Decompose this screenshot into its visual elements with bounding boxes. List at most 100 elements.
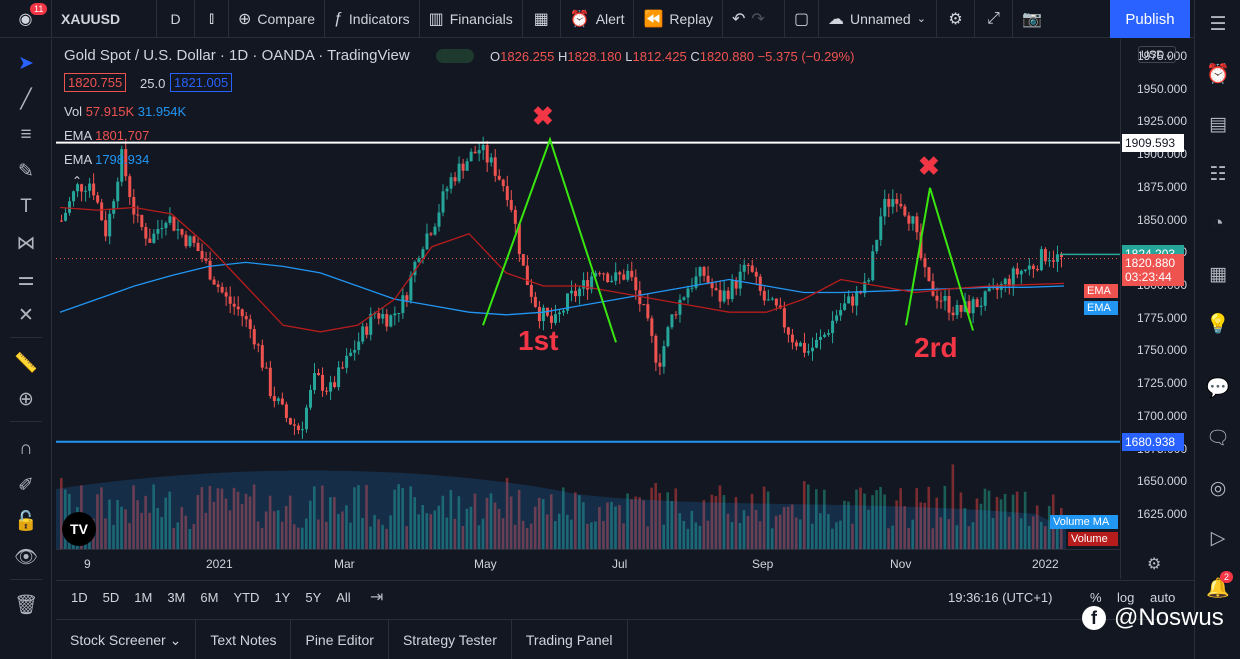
remove-icon[interactable]: ✕: [18, 304, 34, 326]
range-button-6m[interactable]: 6M: [200, 590, 219, 605]
goto-date-icon[interactable]: ⇥: [370, 589, 384, 606]
fib-icon[interactable]: ≡: [20, 124, 32, 145]
calendar-icon[interactable]: ▦: [1209, 263, 1227, 285]
financials-button[interactable]: ▥ Financials: [420, 0, 523, 38]
text-icon[interactable]: T: [20, 196, 32, 217]
compare-button[interactable]: ⊕ Compare: [229, 0, 325, 38]
range-button-5y[interactable]: 5Y: [305, 590, 322, 605]
stay-drawing-icon[interactable]: ✐: [18, 474, 34, 496]
time-axis[interactable]: 9 2021 Mar May Jul Sep Nov 2022: [56, 549, 1120, 579]
indicators-button[interactable]: ƒ Indicators: [325, 0, 420, 38]
ask-box[interactable]: 1821.005: [170, 73, 233, 92]
range-button-3m[interactable]: 3M: [167, 590, 186, 605]
candle: [955, 305, 959, 316]
symbol-search[interactable]: XAUUSD: [52, 0, 157, 38]
eye-icon[interactable]: 👁: [13, 547, 39, 568]
interval-button[interactable]: D: [157, 0, 195, 38]
bottom-tab-stock-screener[interactable]: Stock Screener ⌄: [56, 620, 197, 659]
candle: [562, 310, 565, 313]
candle: [626, 270, 630, 280]
bid-box[interactable]: 1820.755: [64, 73, 127, 92]
undo-icon[interactable]: ↶: [732, 10, 746, 28]
candles-style-button[interactable]: ⫾: [195, 0, 229, 38]
range-button-ytd[interactable]: YTD: [233, 590, 260, 605]
volume-bar: [995, 496, 999, 549]
hotlist-icon[interactable]: ☷: [1209, 163, 1227, 185]
alert-button[interactable]: ⏰ Alert: [561, 0, 635, 38]
range-button-1y[interactable]: 1Y: [274, 590, 291, 605]
calendar-clock-icon[interactable]: ◔: [1212, 213, 1224, 234]
messages-icon[interactable]: 🗨: [1205, 428, 1231, 449]
candle: [839, 309, 843, 316]
chat-icon[interactable]: 💬: [1206, 378, 1230, 399]
magnet-icon[interactable]: ∩: [19, 438, 33, 459]
candle: [188, 236, 192, 247]
replay-button[interactable]: ⏪ Replay: [634, 0, 723, 38]
layout-button[interactable]: ▢: [785, 0, 819, 38]
candle: [489, 157, 493, 163]
volume-bar: [955, 525, 959, 549]
bottom-tab-trading-panel[interactable]: Trading Panel: [512, 620, 628, 659]
volume-bar: [606, 502, 609, 549]
candle: [847, 296, 851, 304]
volume-bar: [300, 527, 304, 549]
bottom-tab-pine-editor[interactable]: Pine Editor: [291, 620, 389, 659]
candle: [923, 258, 927, 268]
volume-bar: [473, 493, 477, 549]
gear-icon[interactable]: ⚙: [1147, 556, 1162, 573]
volume-bar: [915, 488, 919, 549]
candle: [176, 229, 180, 231]
range-button-5d[interactable]: 5D: [102, 590, 120, 605]
financials-label: Financials: [449, 10, 513, 27]
settings-button[interactable]: ⚙: [937, 0, 975, 38]
candle: [851, 296, 855, 306]
brush-icon[interactable]: ✎: [18, 160, 34, 182]
candle: [200, 251, 204, 259]
clock-label[interactable]: 19:36:16 (UTC+1): [948, 590, 1053, 605]
range-button-1m[interactable]: 1M: [134, 590, 153, 605]
volume-bar: [1011, 494, 1015, 549]
trendline-icon[interactable]: ╱: [20, 88, 32, 110]
redo-icon[interactable]: ↷: [751, 10, 765, 28]
menu-icon[interactable]: ◉: [0, 0, 52, 38]
lock-icon[interactable]: 🔓: [14, 511, 38, 532]
cursor-icon[interactable]: ➤: [18, 52, 34, 74]
volume-bar: [714, 496, 718, 549]
templates-button[interactable]: ▦: [523, 0, 561, 38]
zoom-icon[interactable]: ⊕: [18, 388, 34, 410]
price-axis[interactable]: 1975.000 1950.000 1925.000 1900.000 1875.000…: [1120, 39, 1193, 579]
countdown-label[interactable]: 03:23:44: [1122, 267, 1184, 286]
hline-low-label[interactable]: 1680.938: [1122, 432, 1184, 451]
candle: [260, 345, 264, 368]
bottom-tab-text-notes[interactable]: Text Notes: [196, 620, 292, 659]
watchlist-icon[interactable]: ☰: [1209, 13, 1227, 35]
currency-selector[interactable]: USD⌄: [1138, 46, 1176, 63]
last-price-label[interactable]: 1820.880: [1122, 253, 1184, 272]
range-button-1d[interactable]: 1D: [71, 590, 88, 605]
notifications-icon[interactable]: 🔔: [1206, 578, 1230, 599]
collapse-icon[interactable]: ⌃: [72, 174, 83, 188]
range-button-all[interactable]: All: [336, 590, 351, 605]
watermark: f @Noswus: [1082, 604, 1224, 632]
candle: [622, 274, 626, 280]
log-toggle[interactable]: log: [1117, 590, 1135, 605]
pattern-icon[interactable]: ⋈: [16, 232, 36, 254]
ruler-icon[interactable]: 📏: [14, 353, 38, 374]
percent-toggle[interactable]: %: [1090, 590, 1102, 605]
bars-icon: ▥: [428, 10, 444, 28]
snapshot-button[interactable]: 📷: [1013, 0, 1051, 38]
price-chart[interactable]: ✖ ✖ 1st 2rd: [56, 39, 1120, 549]
play-icon[interactable]: ▷: [1210, 527, 1226, 549]
streams-icon[interactable]: ◎: [1209, 477, 1227, 499]
layout-name-button[interactable]: ☁ Unnamed ⌄: [819, 0, 937, 38]
alerts-icon[interactable]: ⏰: [1206, 64, 1230, 85]
hline-high-label[interactable]: 1909.593: [1122, 133, 1184, 152]
data-window-icon[interactable]: ▤: [1209, 113, 1227, 135]
trash-icon[interactable]: 🗑: [13, 595, 39, 616]
auto-toggle[interactable]: auto: [1150, 590, 1176, 605]
ideas-icon[interactable]: 💡: [1206, 314, 1230, 335]
forecast-icon[interactable]: ⚌: [17, 268, 35, 290]
publish-button[interactable]: Publish: [1110, 0, 1190, 38]
bottom-tab-strategy-tester[interactable]: Strategy Tester: [389, 620, 512, 659]
fullscreen-button[interactable]: ⤢: [975, 0, 1013, 38]
